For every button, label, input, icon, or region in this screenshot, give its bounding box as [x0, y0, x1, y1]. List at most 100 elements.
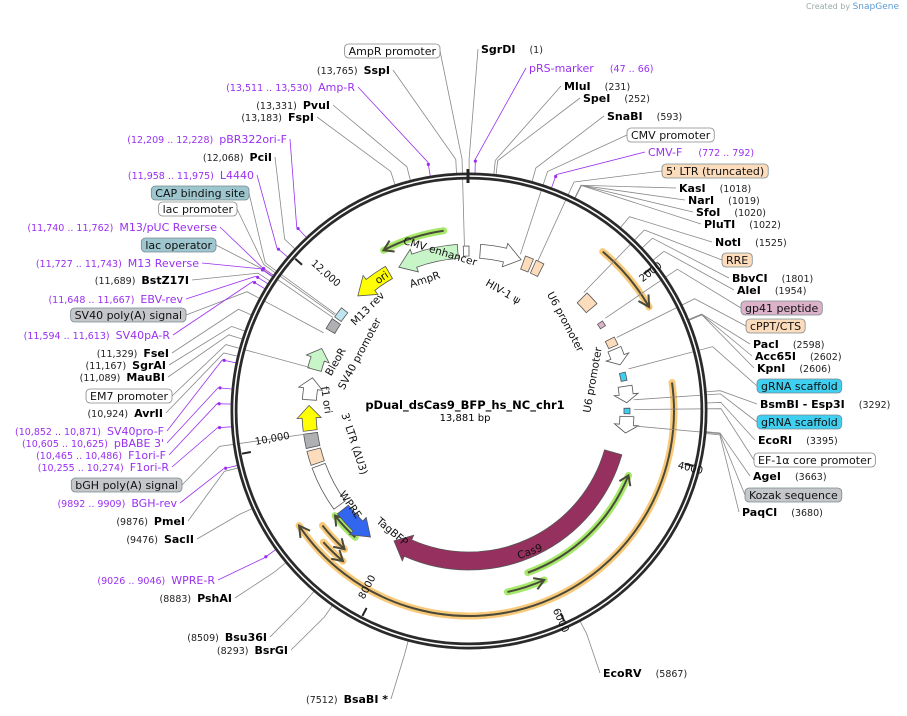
- feature-kozak-sequence[interactable]: Kozak sequence: [744, 487, 843, 503]
- enzyme-site-ecori[interactable]: EcoRI (3395): [758, 434, 838, 447]
- wpre-feature[interactable]: [311, 462, 346, 510]
- primer-name: F1ori-R: [130, 461, 170, 474]
- feature-5-ltr-truncated[interactable]: 5' LTR (truncated): [661, 163, 769, 179]
- enzyme-site-nari[interactable]: NarI (1019): [688, 194, 760, 207]
- primer-range: (11,958 .. 11,975): [128, 171, 214, 182]
- ampr-promoter-feature[interactable]: [462, 245, 470, 257]
- grna-scaffold-2[interactable]: [623, 407, 631, 415]
- enzyme-site-noti[interactable]: NotI (1525): [715, 236, 787, 249]
- enzyme-site-bsrgi[interactable]: BsrGI (8293): [217, 644, 288, 657]
- hiv1-psi-feature-1[interactable]: [520, 255, 534, 273]
- primer-pbr322ori-f[interactable]: pBR322ori-F (12,209 .. 12,228): [127, 133, 287, 146]
- enzyme-site-sspi[interactable]: SspI (13,765): [317, 64, 390, 77]
- enzyme-site-mlui[interactable]: MluI (231): [564, 80, 630, 93]
- feature-ampr-promoter[interactable]: AmpR promoter: [344, 43, 441, 59]
- enzyme-site-kasi[interactable]: KasI (1018): [679, 182, 751, 195]
- enzyme-site-sacii[interactable]: SacII (9476): [126, 533, 194, 546]
- primer-cmv-f[interactable]: CMV-F (772 .. 792): [648, 146, 754, 159]
- enzyme-site-sfoi[interactable]: SfoI (1020): [696, 206, 766, 219]
- tagbfp-feature[interactable]: [336, 504, 372, 538]
- primer-binding-mark: [217, 402, 221, 406]
- feature-cap-binding-site[interactable]: CAP binding site: [150, 185, 250, 201]
- enzyme-site-kpni[interactable]: KpnI (2606): [757, 362, 831, 375]
- enzyme-site-pmei[interactable]: PmeI (9876): [116, 515, 185, 528]
- cmv-enhancer-feature[interactable]: [479, 242, 522, 268]
- enzyme-site-agei[interactable]: AgeI (3663): [753, 470, 827, 483]
- primer-bgh-rev[interactable]: BGH-rev (9892 .. 9909): [57, 497, 177, 510]
- enzyme-name: PvuI: [303, 99, 330, 112]
- feature-bgh-poly-a-signal[interactable]: bGH poly(A) signal: [70, 477, 183, 493]
- sv40-promoter-feature[interactable]: [297, 377, 324, 401]
- enzyme-site-bsabi[interactable]: BsaBI * (7512): [306, 693, 388, 706]
- bleor-feature[interactable]: [305, 347, 330, 372]
- m13-rev-feature[interactable]: [334, 307, 349, 323]
- enzyme-site-maubi[interactable]: MauBI (11,089): [80, 371, 165, 384]
- enzyme-site-fsei[interactable]: FseI (11,329): [97, 347, 169, 360]
- feature-grna-scaffold[interactable]: gRNA scaffold: [756, 414, 843, 430]
- primer-amp-r[interactable]: Amp-R (13,511 .. 13,530): [226, 81, 355, 94]
- primer-m13-puc-reverse[interactable]: M13/pUC Reverse (11,740 .. 11,762): [27, 221, 217, 234]
- enzyme-site-avrii[interactable]: AvrII (10,924): [87, 407, 163, 420]
- feature-sv40-poly-a-signal[interactable]: SV40 poly(A) signal: [70, 307, 187, 323]
- primer-range: (11,740 .. 11,762): [27, 223, 113, 234]
- enzyme-site-snabi[interactable]: SnaBI (593): [607, 110, 682, 123]
- enzyme-site-pcii[interactable]: PciI (12,068): [203, 151, 272, 164]
- enzyme-site-bbvci[interactable]: BbvCI (1801): [732, 272, 813, 285]
- feature-lac-promoter[interactable]: lac promoter: [158, 201, 238, 217]
- primer-pbabe-3[interactable]: pBABE 3' (10,605 .. 10,625): [22, 437, 164, 450]
- enzyme-name: PshAI: [197, 592, 232, 605]
- enzyme-site-paqci[interactable]: PaqCI (3680): [742, 506, 823, 519]
- enzyme-site-pshai[interactable]: PshAI (8883): [160, 592, 232, 605]
- feature-lac-operator[interactable]: lac operator: [140, 237, 217, 253]
- enzyme-site-sgrai[interactable]: SgrAI (11,167): [86, 359, 166, 372]
- primer-sv40pa-r[interactable]: SV40pA-R (11,594 .. 11,613): [24, 329, 171, 342]
- primer-wpre-r[interactable]: WPRE-R (9026 .. 9046): [97, 574, 215, 587]
- primer-l4440[interactable]: L4440 (11,958 .. 11,975): [128, 169, 254, 182]
- enzyme-site-alei[interactable]: AleI (1954): [737, 284, 806, 297]
- feature-gp41-peptide[interactable]: gp41 peptide: [740, 300, 823, 316]
- f1-ori-feature[interactable]: [296, 404, 323, 432]
- feature-cppt-cts[interactable]: cPPT/CTS: [745, 318, 806, 334]
- u6-promoter-arrow-2[interactable]: [612, 384, 640, 404]
- primer-f1ori-f[interactable]: F1ori-F (10,465 .. 10,486): [36, 449, 166, 462]
- feature-ef-1-core-promoter[interactable]: EF-1α core promoter: [753, 452, 876, 468]
- feature-em7-promoter[interactable]: EM7 promoter: [85, 388, 173, 404]
- ef1a-arrow[interactable]: [613, 415, 640, 434]
- feature-cmv-promoter[interactable]: CMV promoter: [626, 127, 715, 143]
- enzyme-position: (1020): [734, 208, 766, 219]
- enzyme-site-bstz17i[interactable]: BstZ17I (11,689): [95, 274, 189, 287]
- ltr3-gray-feature[interactable]: [303, 431, 321, 450]
- enzyme-position: (13,765): [317, 66, 358, 77]
- ampr-feature[interactable]: [398, 243, 459, 273]
- enzyme-site-ecorv[interactable]: EcoRV (5867): [603, 667, 687, 680]
- primer-ebv-rev[interactable]: EBV-rev (11,648 .. 11,667): [48, 293, 183, 306]
- enzyme-site-bsu36i[interactable]: Bsu36I (8509): [187, 631, 267, 644]
- enzyme-site-pluti[interactable]: PluTI (1022): [704, 218, 781, 231]
- enzyme-site-paci[interactable]: PacI (2598): [753, 338, 824, 351]
- enzyme-site-acc65i[interactable]: Acc65I (2602): [755, 350, 842, 363]
- primer-m13-reverse[interactable]: M13 Reverse (11,727 .. 11,743): [36, 257, 199, 270]
- primer-prs-marker[interactable]: pRS-marker (47 .. 66): [529, 62, 654, 75]
- primer-f1ori-r[interactable]: F1ori-R (10,255 .. 10,274): [38, 461, 170, 474]
- enzyme-site-sgrdi[interactable]: SgrDI (1): [481, 43, 543, 56]
- em7-gray-feature[interactable]: [325, 318, 342, 335]
- u6-promoter-arrow-1[interactable]: [604, 346, 630, 366]
- ori-feature[interactable]: [357, 265, 394, 297]
- hiv1-psi-feature-2[interactable]: [529, 259, 545, 277]
- gp41-feature[interactable]: [596, 320, 607, 330]
- feature-grna-scaffold[interactable]: gRNA scaffold: [756, 378, 843, 394]
- feature-rre[interactable]: RRE: [721, 252, 753, 268]
- enzyme-site-pvui[interactable]: PvuI (13,331): [256, 99, 330, 112]
- cppt-feature[interactable]: [604, 336, 619, 350]
- enzyme-site-fspi[interactable]: FspI (13,183): [241, 111, 314, 124]
- ltr3-feature[interactable]: [306, 447, 325, 466]
- enzyme-site-bsmbi-esp3i[interactable]: BsmBI - Esp3I (3292): [760, 398, 890, 411]
- primer-range: (10,852 .. 10,871): [15, 427, 101, 438]
- enzyme-site-spei[interactable]: SpeI (252): [583, 92, 650, 105]
- primer-name: EBV-rev: [140, 293, 183, 306]
- primer-sv40pro-f[interactable]: SV40pro-F (10,852 .. 10,871): [15, 425, 164, 438]
- u6-feature-box[interactable]: [576, 292, 598, 314]
- grna-scaffold-1[interactable]: [618, 371, 628, 382]
- cas9-feature[interactable]: [393, 449, 623, 571]
- feature-box: [756, 414, 843, 430]
